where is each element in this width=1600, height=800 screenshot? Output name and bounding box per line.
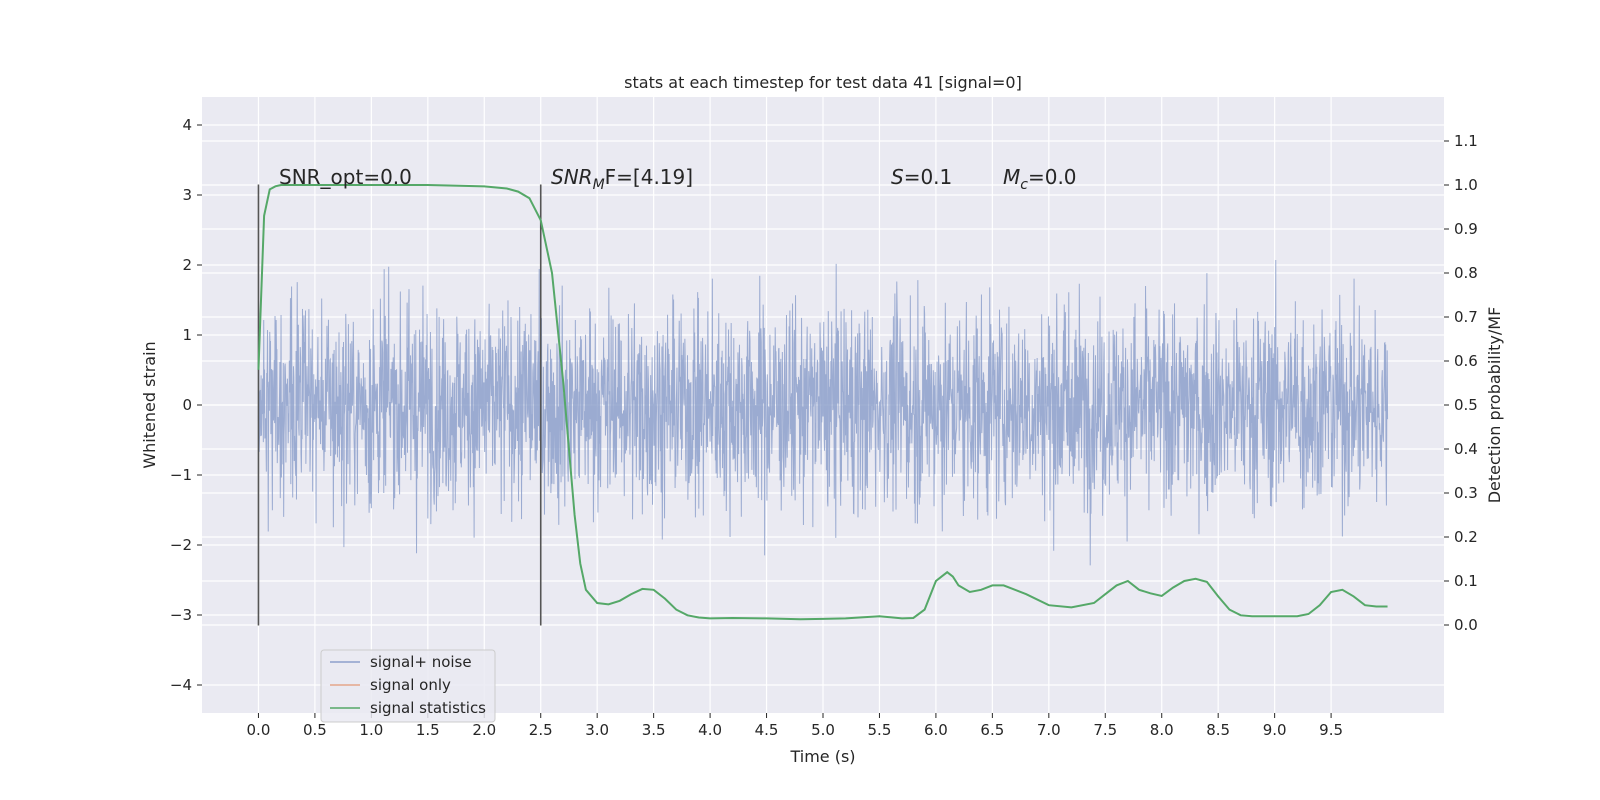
snr-mf-value: F=[4.19] <box>605 165 693 189</box>
y-right-tick-label: 0.6 <box>1454 352 1478 370</box>
annotation-snr-opt: SNR_opt=0.0 <box>279 165 412 189</box>
x-tick-label: 3.5 <box>642 721 666 739</box>
y-left-tick-label: 4 <box>182 116 192 134</box>
legend-label-signal-statistics: signal statistics <box>370 699 486 717</box>
y-right-tick-label: 0.8 <box>1454 264 1478 282</box>
noise-line <box>257 259 1389 566</box>
x-tick-label: 9.0 <box>1263 721 1287 739</box>
x-tick-label: 8.5 <box>1206 721 1230 739</box>
y-left-tick-label: 1 <box>182 326 192 344</box>
x-tick-label: 9.5 <box>1319 721 1343 739</box>
x-tick-label: 2.0 <box>472 721 496 739</box>
x-tick-label: 5.0 <box>811 721 835 739</box>
annotation-s: S=0.1 <box>891 165 952 189</box>
y-right-tick-label: 0.9 <box>1454 220 1478 238</box>
x-tick-label: 3.0 <box>585 721 609 739</box>
y-axis-left-label: Whitened strain <box>140 341 159 468</box>
y-right-tick-label: 0.2 <box>1454 528 1478 546</box>
chart-title: stats at each timestep for test data 41 … <box>624 73 1022 92</box>
x-tick-label: 7.0 <box>1037 721 1061 739</box>
legend-label-signal-noise: signal+ noise <box>370 653 472 671</box>
y-right-tick-label: 0.5 <box>1454 396 1478 414</box>
x-tick-label: 2.5 <box>529 721 553 739</box>
y-left-tick-label: −2 <box>170 536 192 554</box>
x-axis-label: Time (s) <box>789 747 855 766</box>
x-tick-label: 0.0 <box>247 721 271 739</box>
legend-label-signal-only: signal only <box>370 676 451 694</box>
y-right-tick-label: 0.1 <box>1454 572 1478 590</box>
y-left-tick-label: 3 <box>182 186 192 204</box>
legend-box <box>320 649 496 723</box>
legend: signal+ noise signal only signal statist… <box>320 649 496 723</box>
s-value: =0.1 <box>904 165 953 189</box>
y-axis-right-label: Detection probability/MF <box>1485 307 1504 504</box>
snr-mf-subscript: M <box>593 177 605 193</box>
x-axis-ticks: 0.0 0.5 1.0 1.5 2.0 2.5 3.0 3.5 4.0 4.5 5.0 5.5 6.0 6… <box>247 713 1343 739</box>
y-right-tick-label: 1.0 <box>1454 176 1478 194</box>
y-right-tick-label: 0.0 <box>1454 616 1478 634</box>
x-tick-label: 0.5 <box>303 721 327 739</box>
snr-mf-name: SNR <box>551 165 593 189</box>
y-left-tick-label: −1 <box>170 466 192 484</box>
annotation-snr-mf: SNRMF=[4.19] <box>551 165 693 193</box>
x-tick-label: 5.5 <box>868 721 892 739</box>
statistics-line <box>257 184 1388 621</box>
x-tick-label: 6.5 <box>980 721 1004 739</box>
y-right-tick-label: 0.4 <box>1454 440 1478 458</box>
x-tick-label: 7.5 <box>1093 721 1117 739</box>
mc-name: M <box>1003 165 1020 189</box>
y-axis-right-ticks: 1.1 1.0 0.9 0.8 0.7 0.6 0.5 0.4 0.3 0.2 0.1 0.0 <box>1444 132 1478 634</box>
annotation-mc: Mc=0.0 <box>1003 165 1077 193</box>
vertical-markers <box>257 184 542 626</box>
mc-subscript: c <box>1020 177 1028 193</box>
y-right-tick-label: 0.7 <box>1454 308 1478 326</box>
x-tick-label: 6.0 <box>924 721 948 739</box>
y-left-tick-label: 0 <box>182 396 192 414</box>
s-name: S <box>891 165 904 189</box>
y-left-tick-label: 2 <box>182 256 192 274</box>
y-right-tick-label: 1.1 <box>1454 132 1478 150</box>
x-tick-label: 1.0 <box>359 721 383 739</box>
x-tick-label: 8.0 <box>1150 721 1174 739</box>
y-left-tick-label: −4 <box>170 676 192 694</box>
x-tick-label: 4.0 <box>698 721 722 739</box>
y-right-tick-label: 0.3 <box>1454 484 1478 502</box>
x-tick-label: 1.5 <box>416 721 440 739</box>
statistics-series <box>257 184 1388 621</box>
y-axis-left-ticks: 4 3 2 1 0 −1 −2 −3 −4 <box>170 116 202 694</box>
noise-series <box>257 259 1389 566</box>
y-left-tick-label: −3 <box>170 606 192 624</box>
mc-value: =0.0 <box>1028 165 1077 189</box>
x-tick-label: 4.5 <box>755 721 779 739</box>
